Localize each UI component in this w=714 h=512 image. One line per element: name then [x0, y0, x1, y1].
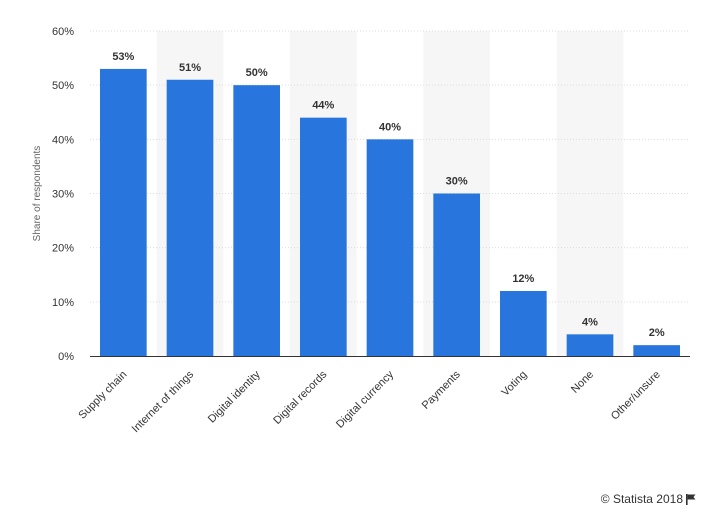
credit-text: © Statista 2018: [600, 492, 683, 506]
x-tick-label: Digital currency: [334, 368, 396, 430]
y-tick-label: 30%: [52, 189, 74, 201]
bar[interactable]: [433, 193, 480, 357]
x-axis-ticks: Supply chain Internet of things Digital id…: [76, 368, 662, 435]
data-label: 51%: [179, 62, 201, 74]
x-tick-label: Other/unsure: [609, 369, 663, 423]
x-tick-label: Digital records: [271, 368, 330, 427]
bar[interactable]: [100, 68, 147, 357]
bar[interactable]: [633, 345, 680, 356]
x-tick-label: Supply chain: [76, 369, 129, 422]
data-label: 50%: [246, 67, 268, 79]
data-label: 2%: [649, 327, 665, 339]
y-tick-label: 60%: [52, 26, 74, 38]
data-label: 53%: [112, 51, 134, 63]
y-axis-label: Share of respondents: [32, 146, 43, 242]
y-tick-label: 40%: [52, 134, 74, 146]
data-label: 12%: [512, 273, 534, 285]
y-tick-label: 50%: [52, 80, 74, 92]
y-tick-label: 0%: [58, 351, 74, 363]
y-axis-ticks: 0% 10% 20% 30% 40% 50% 60%: [52, 26, 74, 363]
bar[interactable]: [233, 85, 280, 357]
bar[interactable]: [566, 334, 614, 356]
bar[interactable]: [366, 139, 414, 356]
category-band: [556, 31, 624, 356]
flag-icon: [686, 493, 696, 505]
y-tick-label: 10%: [52, 297, 74, 309]
data-label: 4%: [582, 316, 598, 328]
x-tick-label: Digital identity: [206, 368, 263, 425]
bar[interactable]: [500, 291, 547, 356]
data-label: 44%: [312, 100, 334, 112]
data-label: 40%: [379, 121, 401, 133]
x-tick-label: Internet of things: [130, 368, 197, 435]
bar[interactable]: [300, 117, 347, 357]
statista-credit[interactable]: © Statista 2018: [601, 492, 696, 506]
x-tick-label: None: [569, 369, 596, 396]
y-tick-label: 20%: [52, 243, 74, 255]
bar[interactable]: [166, 79, 214, 356]
bars: [100, 68, 680, 357]
data-label: 30%: [446, 176, 468, 188]
x-tick-label: Payments: [420, 368, 463, 411]
data-labels: 53% 51% 50% 44% 40% 30% 12% 4% 2%: [112, 51, 665, 339]
x-tick-label: Voting: [499, 369, 529, 399]
